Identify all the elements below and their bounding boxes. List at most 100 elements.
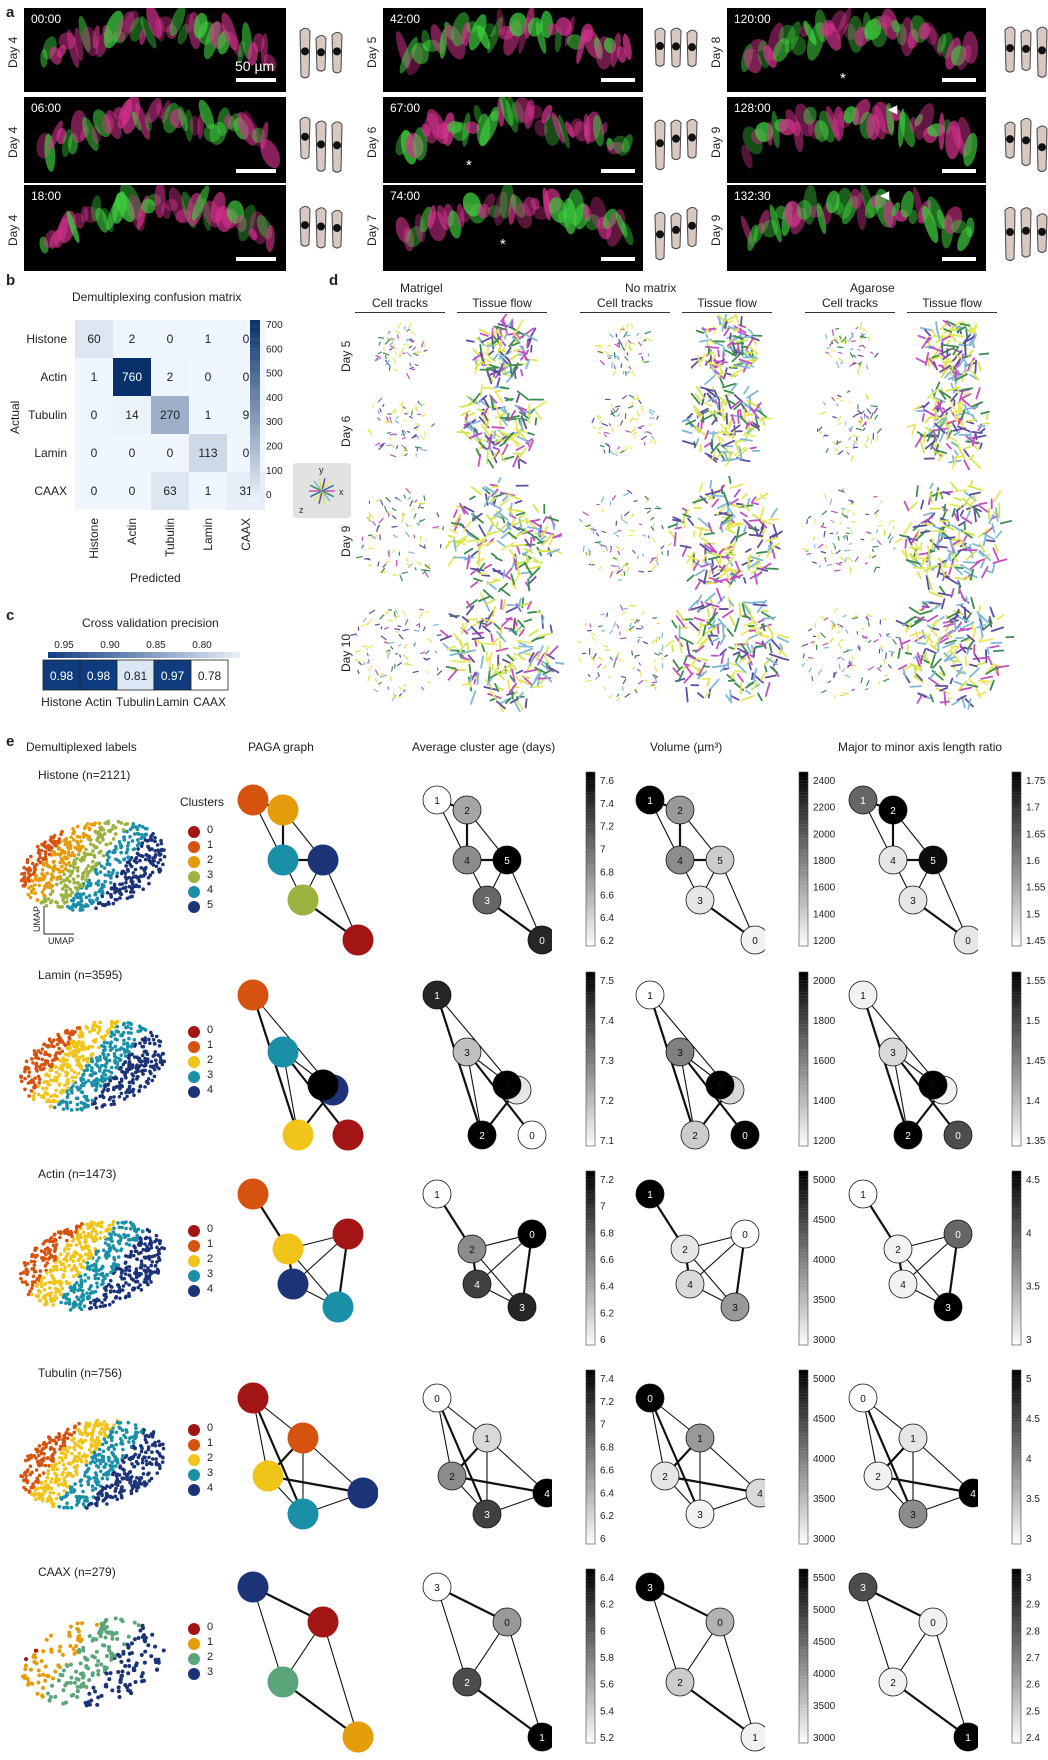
- track-segment: [500, 588, 510, 595]
- track-segment: [986, 650, 987, 662]
- track-segment: [401, 454, 403, 455]
- track-segment: [610, 657, 612, 660]
- colorbar-step: [799, 795, 808, 798]
- track-segment: [849, 557, 853, 561]
- track-segment: [539, 634, 551, 637]
- track-segment: [622, 676, 626, 677]
- track-segment: [845, 558, 847, 562]
- track-segment: [412, 509, 415, 510]
- umap-point: [100, 1064, 104, 1068]
- colorbar-step: [250, 398, 260, 401]
- track-segment: [634, 501, 637, 502]
- colorbar-tick: 6.2: [600, 936, 614, 947]
- track-segment: [394, 369, 398, 371]
- colorbar-step: [799, 879, 808, 882]
- track-segment: [834, 608, 837, 612]
- umap-point: [144, 858, 148, 862]
- track-segment: [918, 694, 926, 697]
- track-segment: [813, 562, 817, 563]
- umap-point: [95, 1106, 99, 1110]
- track-segment: [757, 540, 761, 547]
- track-segment: [844, 651, 849, 652]
- umap-point: [84, 903, 88, 907]
- time-label: 00:00: [31, 12, 61, 26]
- nucleus: [301, 221, 309, 229]
- colorbar-step: [250, 390, 260, 393]
- umap-point: [45, 904, 49, 908]
- track-segment: [732, 673, 734, 678]
- track-segment: [881, 648, 882, 651]
- matrix-value: 1: [205, 408, 212, 422]
- tissue-flow-plot: [443, 476, 562, 595]
- colorbar-step: [250, 416, 260, 419]
- track-segment: [394, 612, 395, 616]
- track-segment: [965, 363, 966, 372]
- track-segment: [725, 528, 733, 532]
- colorbar-tick: 1.55: [1026, 883, 1046, 894]
- track-segment: [863, 428, 865, 430]
- colorbar-step: [250, 419, 260, 422]
- umap-point: [62, 873, 66, 877]
- track-segment: [878, 541, 881, 545]
- colorbar-step: [799, 940, 808, 943]
- track-segment: [849, 437, 850, 440]
- umap-point: [149, 835, 153, 839]
- track-segment: [390, 434, 395, 435]
- track-segment: [877, 435, 878, 440]
- track-segment: [400, 694, 402, 696]
- track-segment: [618, 356, 619, 359]
- umap-point: [29, 868, 33, 872]
- track-segment: [752, 602, 763, 603]
- track-segment: [420, 609, 424, 610]
- track-segment: [823, 643, 828, 645]
- track-segment: [803, 549, 809, 550]
- track-segment: [464, 548, 471, 553]
- umap-point: [138, 824, 142, 828]
- umap-point: [89, 842, 93, 846]
- precision-scale-step: [54, 652, 57, 658]
- umap-point: [35, 863, 39, 867]
- umap-point: [132, 871, 136, 875]
- track-segment: [852, 522, 855, 523]
- colorbar-step: [250, 484, 260, 487]
- track-segment: [633, 667, 635, 669]
- track-segment: [392, 445, 393, 448]
- track-segment: [655, 653, 660, 655]
- track-segment: [601, 614, 604, 615]
- colorbar-step: [1012, 801, 1021, 804]
- track-segment: [861, 417, 863, 419]
- umap-point: [127, 1062, 131, 1066]
- panel-letter-c: c: [6, 607, 14, 624]
- precision-scale-step: [173, 652, 176, 658]
- track-segment: [924, 402, 929, 407]
- precision-scale-step: [131, 652, 134, 658]
- track-segment: [484, 643, 497, 644]
- colorbar-step: [799, 876, 808, 879]
- node-label: 3: [697, 896, 703, 907]
- track-segment: [723, 610, 733, 617]
- track-segment: [982, 566, 988, 576]
- umap-point: [60, 830, 64, 834]
- colorbar-step: [586, 871, 595, 874]
- umap-point: [152, 859, 156, 863]
- colorbar-step: [250, 359, 260, 362]
- colorbar-step: [586, 845, 595, 848]
- umap-point: [55, 1070, 59, 1074]
- colorbar-step: [799, 900, 808, 903]
- track-segment: [657, 416, 658, 419]
- colorbar-step: [250, 440, 260, 443]
- track-field: [818, 318, 882, 382]
- track-segment: [361, 625, 364, 627]
- colorbar-step: [1012, 824, 1021, 827]
- track-segment: [611, 566, 616, 567]
- cluster-label: 3: [207, 869, 213, 881]
- track-segment: [388, 620, 392, 621]
- umap-point: [137, 841, 141, 845]
- track-segment: [705, 403, 711, 407]
- track-segment: [858, 355, 863, 356]
- nucleus: [1022, 136, 1030, 144]
- track-segment: [611, 405, 612, 407]
- cell-sketch-box: [290, 8, 350, 92]
- colorbar-step: [250, 320, 260, 323]
- track-segment: [600, 346, 603, 349]
